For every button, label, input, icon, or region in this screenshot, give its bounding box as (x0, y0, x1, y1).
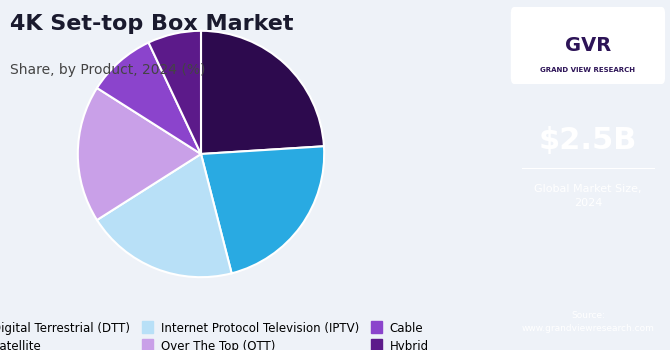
Text: Share, by Product, 2024 (%): Share, by Product, 2024 (%) (10, 63, 206, 77)
FancyBboxPatch shape (511, 7, 665, 84)
Wedge shape (78, 88, 201, 220)
Text: 4K Set-top Box Market: 4K Set-top Box Market (10, 14, 293, 34)
Text: Global Market Size,
2024: Global Market Size, 2024 (534, 184, 642, 208)
Text: GRAND VIEW RESEARCH: GRAND VIEW RESEARCH (541, 67, 635, 73)
Legend: Digital Terrestrial (DTT), Satellite, Internet Protocol Television (IPTV), Over : Digital Terrestrial (DTT), Satellite, In… (0, 317, 433, 350)
Text: $2.5B: $2.5B (539, 126, 637, 154)
Wedge shape (97, 154, 232, 277)
Wedge shape (201, 146, 324, 273)
Wedge shape (201, 31, 324, 154)
Text: Source:
www.grandviewresearch.com: Source: www.grandviewresearch.com (521, 311, 655, 333)
Text: GVR: GVR (565, 36, 611, 55)
Wedge shape (149, 31, 201, 154)
Wedge shape (97, 43, 201, 154)
